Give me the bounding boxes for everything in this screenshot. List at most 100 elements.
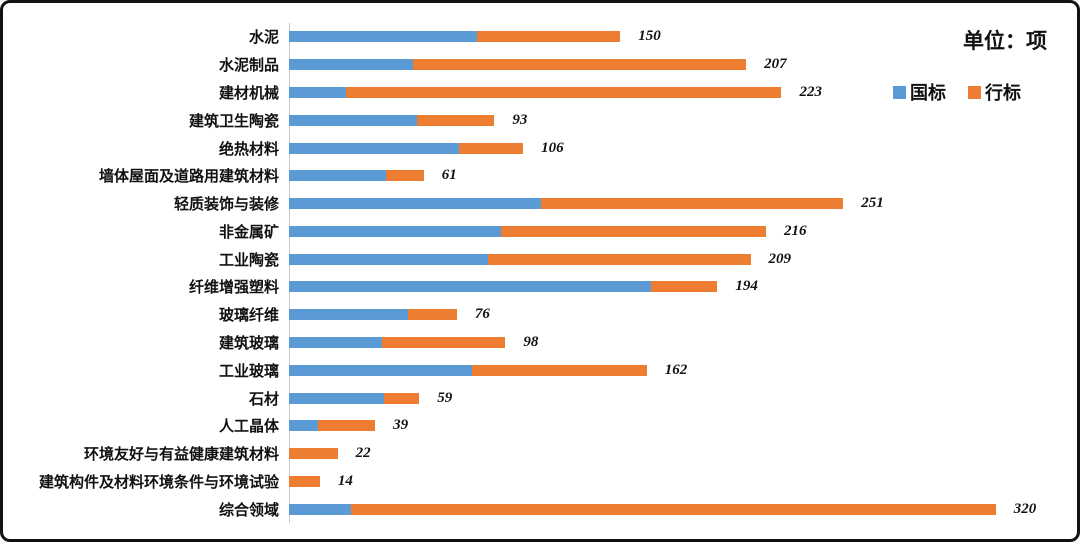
hangbiao-swatch-icon xyxy=(968,85,981,99)
bar-region: 209 xyxy=(289,245,1073,273)
category-label: 水泥 xyxy=(248,29,279,47)
bar-row: 建材机械 223 xyxy=(7,79,1073,107)
bar-segment-guobiao xyxy=(289,336,382,348)
total-value-label: 320 xyxy=(1013,500,1037,517)
y-axis-line xyxy=(289,23,290,523)
category-label: 非金属矿 xyxy=(218,223,279,241)
legend-label-hangbiao: 行标 xyxy=(985,83,1021,103)
bar-segment-hangbiao xyxy=(408,309,457,321)
bar-region: 14 xyxy=(289,468,1073,496)
total-value-label: 223 xyxy=(799,83,822,100)
bar-row: 水泥 150 xyxy=(7,23,1073,51)
bar-row: 墙体屋面及道路用建筑材料 61 xyxy=(7,162,1073,190)
bar-segment-hangbiao xyxy=(386,170,424,182)
total-value-label: 106 xyxy=(541,139,564,156)
category-label: 玻璃纤维 xyxy=(218,307,279,325)
bar-segment-hangbiao xyxy=(459,142,524,154)
category-label: 综合领域 xyxy=(218,501,279,519)
bar-segment-guobiao xyxy=(289,420,318,432)
category-label: 建筑构件及材料环境条件与环境试验 xyxy=(38,473,279,491)
category-label: 墙体屋面及道路用建筑材料 xyxy=(98,168,279,186)
bar-segment-guobiao xyxy=(289,364,473,376)
legend-item-hangbiao: 行标 xyxy=(968,79,1021,105)
category-label: 工业玻璃 xyxy=(218,362,279,380)
bar-segment-hangbiao xyxy=(289,448,338,460)
bar-row: 环境友好与有益健康建筑材料 22 xyxy=(7,440,1073,468)
guobiao-swatch-icon xyxy=(893,85,906,99)
bar-row: 建筑构件及材料环境条件与环境试验 14 xyxy=(7,468,1073,496)
category-label: 环境友好与有益健康建筑材料 xyxy=(83,446,279,464)
category-label: 绝热材料 xyxy=(218,140,279,158)
bar-segment-guobiao xyxy=(289,503,351,515)
category-label: 人工晶体 xyxy=(218,418,279,436)
bar-region: 106 xyxy=(289,134,1073,162)
total-value-label: 76 xyxy=(474,306,490,323)
total-value-label: 209 xyxy=(768,250,792,267)
bar-row: 玻璃纤维 76 xyxy=(7,301,1073,329)
legend-label-guobiao: 国标 xyxy=(910,83,946,103)
bar-region: 216 xyxy=(289,217,1073,245)
bar-region: 22 xyxy=(289,440,1073,468)
bar-region: 223 xyxy=(289,79,1073,107)
total-value-label: 39 xyxy=(393,417,409,434)
bar-row: 轻质装饰与装修 251 xyxy=(7,190,1073,218)
bar-row: 人工晶体 39 xyxy=(7,412,1073,440)
bar-segment-hangbiao xyxy=(472,364,647,376)
bar-region: 76 xyxy=(289,301,1073,329)
bar-segment-hangbiao xyxy=(476,31,621,43)
bar-region: 251 xyxy=(289,190,1073,218)
bar-row: 非金属矿 216 xyxy=(7,217,1073,245)
total-value-label: 162 xyxy=(664,361,688,378)
bar-segment-guobiao xyxy=(289,142,460,154)
category-label: 建筑玻璃 xyxy=(218,334,279,352)
bar-region: 162 xyxy=(289,356,1073,384)
bar-segment-hangbiao xyxy=(289,475,320,487)
total-value-label: 207 xyxy=(764,56,787,73)
bar-row: 工业玻璃 162 xyxy=(7,356,1073,384)
bar-segment-hangbiao xyxy=(381,336,506,348)
unit-label: 单位：项 xyxy=(963,30,1047,53)
bar-region: 320 xyxy=(289,495,1073,523)
bar-region: 61 xyxy=(289,162,1073,190)
bar-segment-hangbiao xyxy=(317,420,376,432)
bar-segment-guobiao xyxy=(289,309,409,321)
bar-region: 98 xyxy=(289,329,1073,357)
total-value-label: 22 xyxy=(355,445,371,462)
bar-region: 93 xyxy=(289,106,1073,134)
bar-row: 建筑卫生陶瓷 93 xyxy=(7,106,1073,134)
bar-row: 建筑玻璃 98 xyxy=(7,329,1073,357)
bar-row: 水泥制品 207 xyxy=(7,51,1073,79)
category-label: 轻质装饰与装修 xyxy=(173,196,279,214)
bar-segment-hangbiao xyxy=(417,114,495,126)
total-value-label: 194 xyxy=(735,278,758,295)
total-value-label: 150 xyxy=(638,28,661,45)
bar-segment-hangbiao xyxy=(651,281,718,293)
total-value-label: 14 xyxy=(337,472,353,489)
category-label: 建材机械 xyxy=(218,84,279,102)
bar-row: 工业陶瓷 209 xyxy=(7,245,1073,273)
bar-region: 39 xyxy=(289,412,1073,440)
bar-region: 194 xyxy=(289,273,1073,301)
total-value-label: 61 xyxy=(441,167,457,184)
total-value-label: 59 xyxy=(437,389,453,406)
total-value-label: 98 xyxy=(523,333,539,350)
bar-segment-guobiao xyxy=(289,281,652,293)
bar-segment-guobiao xyxy=(289,253,488,265)
bar-segment-hangbiao xyxy=(383,392,420,404)
bar-segment-hangbiao xyxy=(346,86,782,98)
bar-segment-guobiao xyxy=(289,59,413,71)
category-label: 石材 xyxy=(248,390,279,408)
bar-segment-guobiao xyxy=(289,86,347,98)
total-value-label: 216 xyxy=(784,222,807,239)
bar-row: 综合领域 320 xyxy=(7,495,1073,523)
bar-segment-guobiao xyxy=(289,170,387,182)
bar-rows-container: 水泥 150 水泥制品 207 建材机械 223 建筑卫生陶瓷 93 绝热材料 106 墙体屋面及道… xyxy=(7,23,1073,523)
bar-segment-guobiao xyxy=(289,198,541,210)
category-label: 纤维增强塑料 xyxy=(188,279,279,297)
bar-region: 59 xyxy=(289,384,1073,412)
bar-segment-hangbiao xyxy=(501,225,766,237)
bar-row: 纤维增强塑料 194 xyxy=(7,273,1073,301)
bar-region: 207 xyxy=(289,51,1073,79)
bar-region: 150 xyxy=(289,23,1073,51)
